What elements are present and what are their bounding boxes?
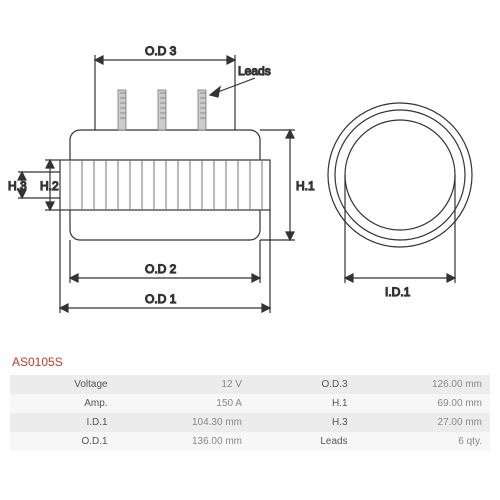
spec-label: I.D.1 bbox=[10, 413, 116, 432]
label-od3: O.D 3 bbox=[145, 44, 177, 58]
spec-label: H.1 bbox=[250, 394, 356, 413]
label-leads: Leads bbox=[238, 64, 271, 78]
spec-label: O.D.3 bbox=[250, 375, 356, 394]
spec-label: Voltage bbox=[10, 375, 116, 394]
label-h1: H.1 bbox=[296, 179, 315, 193]
spec-value: 136.00 mm bbox=[116, 432, 250, 451]
label-h2: H.2 bbox=[40, 179, 59, 193]
spec-label: H.3 bbox=[250, 413, 356, 432]
table-row: I.D.1 104.30 mm H.3 27.00 mm bbox=[10, 413, 490, 432]
spec-label: Amp. bbox=[10, 394, 116, 413]
label-od1: O.D 1 bbox=[145, 292, 177, 306]
spec-value: 150 A bbox=[116, 394, 250, 413]
spec-value: 27.00 mm bbox=[356, 413, 490, 432]
spec-label: Leads bbox=[250, 432, 356, 451]
table-row: O.D.1 136.00 mm Leads 6 qty. bbox=[10, 432, 490, 451]
spec-label: O.D.1 bbox=[10, 432, 116, 451]
table-row: Amp. 150 A H.1 69.00 mm bbox=[10, 394, 490, 413]
spec-value: 12 V bbox=[116, 375, 250, 394]
part-code: AS0105S bbox=[12, 355, 63, 369]
label-h3: H.3 bbox=[8, 179, 27, 193]
spec-value: 126.00 mm bbox=[356, 375, 490, 394]
spec-table: Voltage 12 V O.D.3 126.00 mm Amp. 150 A … bbox=[10, 375, 490, 451]
spec-value: 104.30 mm bbox=[116, 413, 250, 432]
label-od2: O.D 2 bbox=[145, 262, 177, 276]
spec-value: 69.00 mm bbox=[356, 394, 490, 413]
technical-drawing: O.D 3 Leads H.1 H.2 H.3 O.D 2 bbox=[0, 0, 500, 350]
label-id1: I.D.1 bbox=[385, 285, 411, 299]
spec-value: 6 qty. bbox=[356, 432, 490, 451]
table-row: Voltage 12 V O.D.3 126.00 mm bbox=[10, 375, 490, 394]
